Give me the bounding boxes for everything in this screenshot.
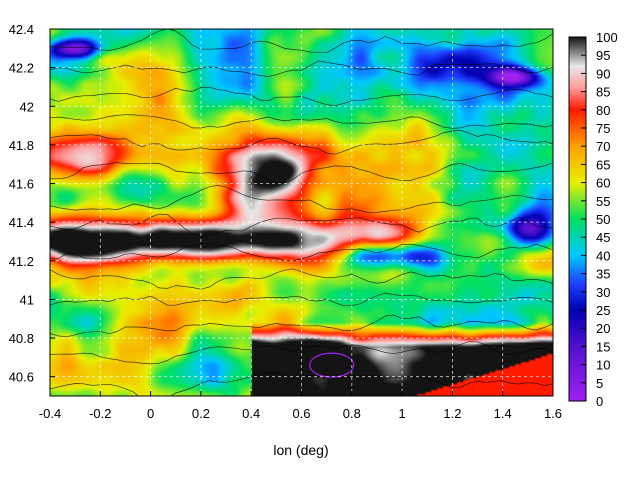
purple-contour [309, 352, 355, 378]
colorbar-tick-label: 25 [596, 303, 610, 318]
colorbar-tick-label: 20 [596, 321, 610, 336]
colorbar-tick-label: 55 [596, 194, 610, 209]
x-tick-label: 1.6 [544, 406, 562, 421]
colorbar-tick-label: 70 [596, 139, 610, 154]
y-tick-label: 42.4 [9, 22, 34, 37]
grid-lines [50, 29, 553, 396]
contour-line [50, 29, 553, 54]
colorbar-tick-label: 30 [596, 285, 610, 300]
contour-line [50, 60, 553, 77]
y-tick-label: 42.2 [9, 61, 34, 76]
colorbar-tick-label: 0 [596, 394, 603, 409]
y-tick-label: 42 [20, 99, 34, 114]
contour-line [50, 185, 553, 214]
colorbar-tick-label: 75 [596, 121, 610, 136]
contour-line [50, 130, 553, 155]
x-tick-label: -0.2 [89, 406, 111, 421]
colorbar-axis: 0 5 10 15 20 25 30 35 40 45 50 55 60 65 70 75 80 85 90 95 10… [581, 30, 618, 409]
x-tick-label: 1.4 [494, 406, 512, 421]
x-tick-label: -0.4 [39, 406, 61, 421]
colorbar-tick-label: 60 [596, 176, 610, 191]
contour-line [50, 292, 553, 307]
y-tick-label: 41.4 [9, 215, 34, 230]
x-tick-label: 0.2 [192, 406, 210, 421]
y-axis: 40.6 40.8 41 41.2 41.4 41.6 41.8 42 42.2 42.4 [9, 22, 55, 385]
colorbar-tick-label: 85 [596, 85, 610, 100]
colorbar-tick-label: 50 [596, 212, 610, 227]
y-tick-label: 41.8 [9, 138, 34, 153]
colorbar-tick-label: 100 [596, 30, 618, 45]
y-tick-label: 41.6 [9, 177, 34, 192]
colorbar-tick-label: 5 [596, 376, 603, 391]
colorbar-tick-label: 90 [596, 66, 610, 81]
x-tick-label: 0.4 [242, 406, 260, 421]
y-tick-label: 41.2 [9, 254, 34, 269]
colorbar-tick-label: 15 [596, 339, 610, 354]
y-tick-label: 40.6 [9, 370, 34, 385]
colorbar-tick-label: 10 [596, 358, 610, 373]
y-tick-label: 41 [20, 292, 34, 307]
x-tick-label: 1.2 [443, 406, 461, 421]
x-tick-label: 0 [147, 406, 154, 421]
colorbar-tick-label: 65 [596, 157, 610, 172]
x-tick-label: 1 [398, 406, 405, 421]
y-tick-label: 40.8 [9, 331, 34, 346]
x-axis: -0.4 -0.2 0 0.2 0.4 0.6 0.8 1 1.2 1.4 1.6 [39, 391, 562, 421]
colorbar-tick-label: 40 [596, 248, 610, 263]
x-tick-label: 0.6 [292, 406, 310, 421]
colorbar-tick-label: 95 [596, 48, 610, 63]
x-tick-label: 0.8 [343, 406, 361, 421]
colorbar-tick-label: 35 [596, 267, 610, 282]
colorbar-tick-label: 45 [596, 230, 610, 245]
contour-line [50, 213, 553, 237]
x-axis-label: lon (deg) [273, 442, 328, 458]
colorbar-tick-label: 80 [596, 103, 610, 118]
